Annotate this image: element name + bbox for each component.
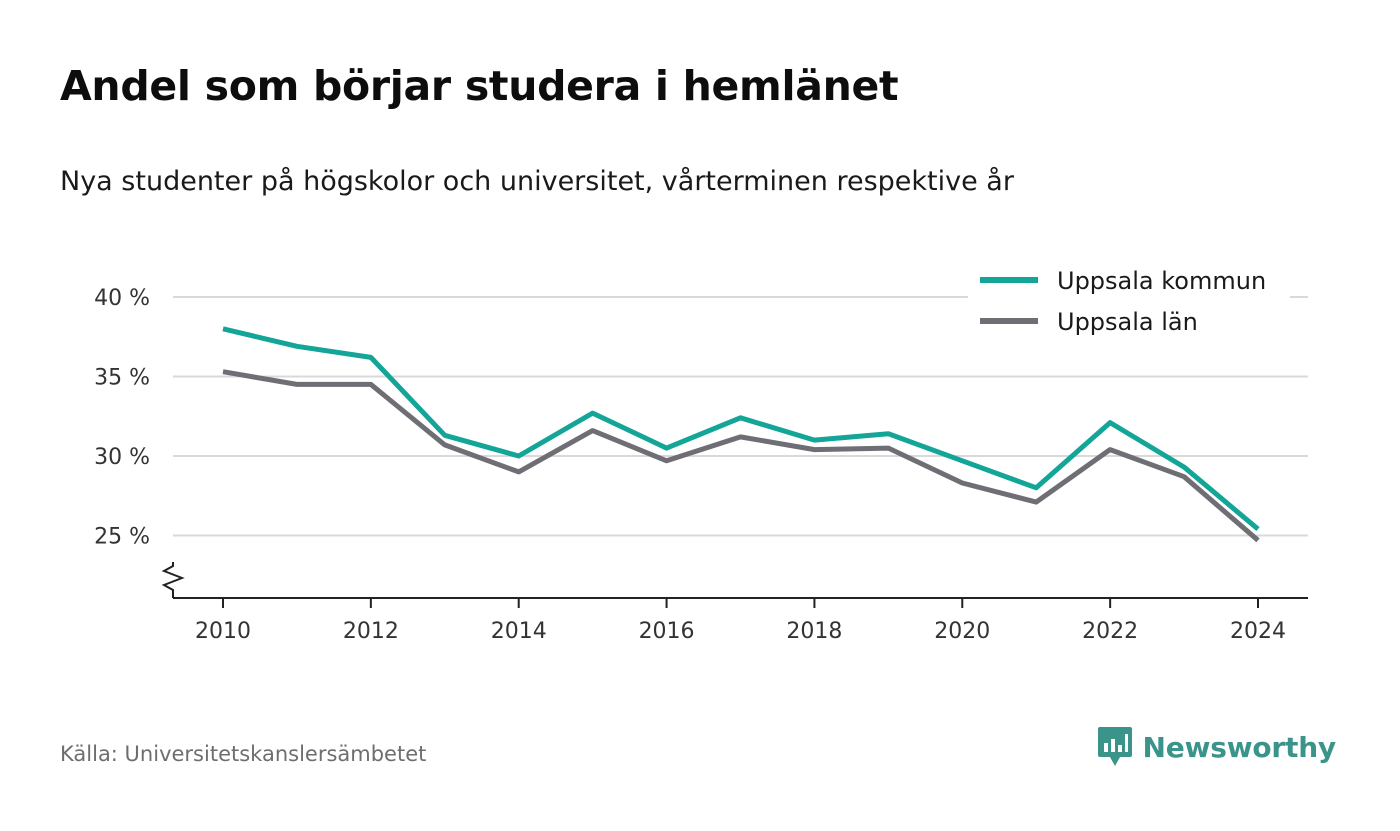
legend-background: [968, 260, 1290, 342]
x-tick-label: 2024: [1230, 619, 1286, 644]
y-tick-label: 35 %: [94, 366, 150, 391]
x-tick-label: 2022: [1082, 619, 1138, 644]
x-tick-label: 2016: [639, 619, 695, 644]
x-tick-label: 2020: [934, 619, 990, 644]
axis-break-marker: [161, 562, 185, 598]
x-tick-label: 2010: [195, 619, 251, 644]
y-tick-label: 25 %: [94, 525, 150, 550]
y-tick-label: 30 %: [94, 445, 150, 470]
legend-label: Uppsala kommun: [1057, 267, 1266, 295]
y-axis: 25 % 30 % 35 % 40 %: [94, 286, 150, 550]
y-tick-label: 40 %: [94, 286, 150, 311]
series-lines: [222, 326, 1260, 543]
source-note: Källa: Universitetskanslersämbetet: [60, 742, 427, 766]
chart-title: Andel som börjar studera i hemlänet: [60, 62, 899, 110]
legend: Uppsala kommun Uppsala län: [968, 260, 1290, 342]
brand-logo: Newsworthy: [1097, 726, 1336, 768]
brand-name: Newsworthy: [1142, 730, 1337, 764]
newsworthy-logo-icon: [1097, 727, 1132, 766]
series-line: [222, 326, 1260, 532]
legend-label: Uppsala län: [1057, 308, 1198, 336]
x-tick-label: 2018: [786, 619, 842, 644]
x-tick-label: 2012: [343, 619, 399, 644]
chart-subtitle: Nya studenter på högskolor och universit…: [60, 166, 1014, 197]
series-line: [222, 369, 1260, 543]
x-axis: 2010 2012 2014 2016 2018 2020 2022 2024: [161, 562, 1308, 644]
x-tick-label: 2014: [491, 619, 547, 644]
